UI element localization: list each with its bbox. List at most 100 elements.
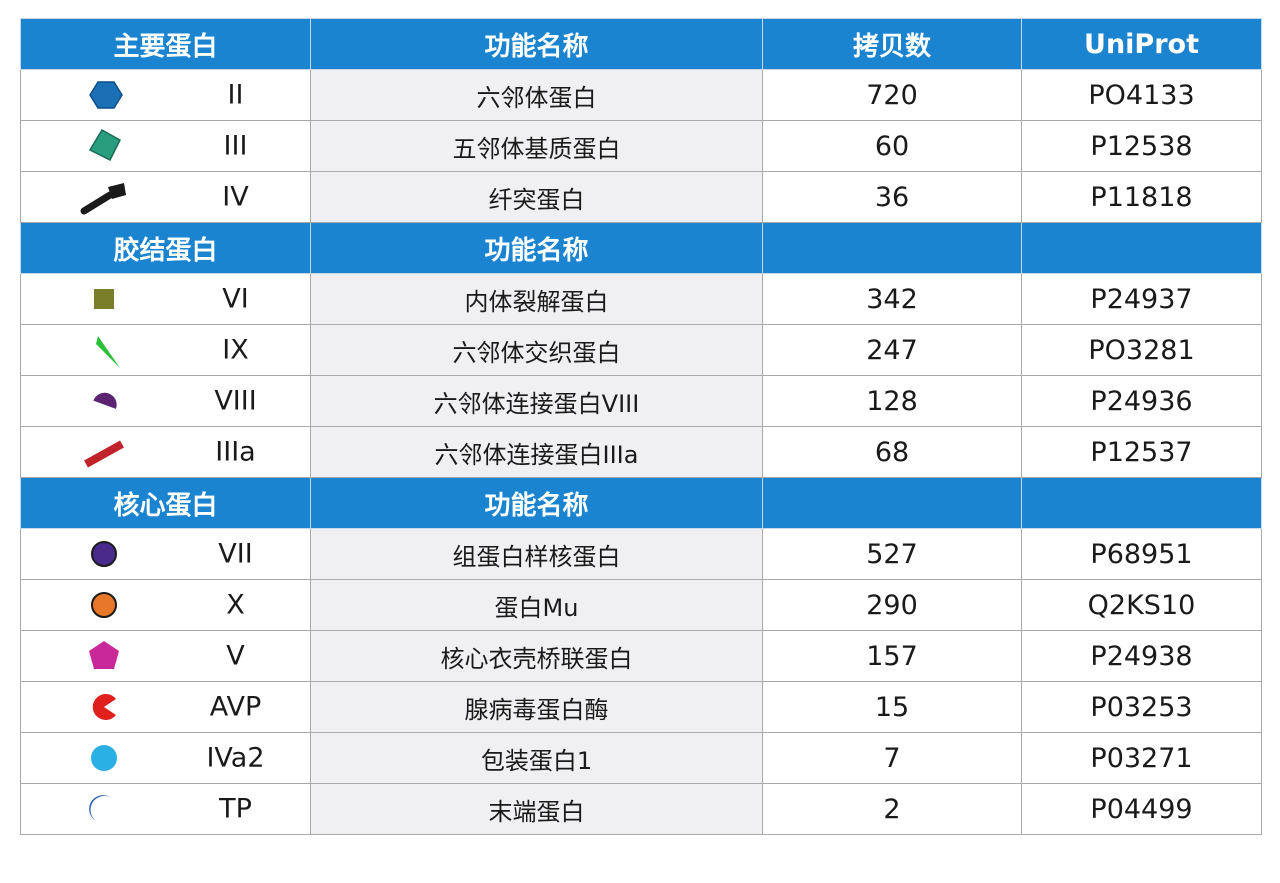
uniprot-id: P03271 — [1021, 732, 1262, 784]
crescent-icon — [89, 795, 110, 821]
protein-label: VI — [222, 283, 249, 315]
pacman-icon — [92, 694, 116, 720]
table-row: VIII 六邻体连接蛋白VIII 128 P24936 — [20, 375, 1262, 427]
function-name: 末端蛋白 — [310, 783, 763, 835]
copy-number: 68 — [762, 426, 1022, 478]
function-name: 六邻体连接蛋白VIII — [310, 375, 763, 427]
table-row: VII 组蛋白样核蛋白 527 P68951 — [20, 528, 1262, 580]
copies-header — [762, 477, 1022, 529]
protein-label: III — [223, 130, 248, 162]
uniprot-id: PO4133 — [1021, 69, 1262, 121]
function-name: 六邻体蛋白 — [310, 69, 763, 121]
protein-label: VII — [218, 538, 253, 570]
uniprot-id: P04499 — [1021, 783, 1262, 835]
function-name: 六邻体连接蛋白IIIa — [310, 426, 763, 478]
function-header: 功能名称 — [310, 222, 763, 274]
rod-icon — [84, 440, 124, 468]
protein-label: IVa2 — [206, 742, 265, 774]
copy-number: 128 — [762, 375, 1022, 427]
table-row: TP 末端蛋白 2 P04499 — [20, 783, 1262, 835]
uniprot-id: P03253 — [1021, 681, 1262, 733]
copy-number: 527 — [762, 528, 1022, 580]
copies-header: 拷贝数 — [762, 18, 1022, 70]
copy-number: 60 — [762, 120, 1022, 172]
table-row: IX 六邻体交织蛋白 247 PO3281 — [20, 324, 1262, 376]
protein-label: II — [227, 79, 244, 111]
circle-icon — [91, 541, 117, 567]
protein-table: 主要蛋白 功能名称 拷贝数 UniProt II 六邻体蛋白 720 PO4133 III 五邻体… — [20, 18, 1262, 835]
function-name: 核心衣壳桥联蛋白 — [310, 630, 763, 682]
uniprot-id: PO3281 — [1021, 324, 1262, 376]
square-icon — [94, 289, 114, 309]
protein-cell: II — [20, 69, 311, 121]
pentagon-icon — [89, 641, 119, 669]
section-header-row: 主要蛋白 功能名称 拷贝数 UniProt — [20, 18, 1262, 70]
copies-header — [762, 222, 1022, 274]
copy-number: 7 — [762, 732, 1022, 784]
protein-label: IV — [222, 181, 249, 213]
copy-number: 290 — [762, 579, 1022, 631]
copy-number: 342 — [762, 273, 1022, 325]
uniprot-id: P12537 — [1021, 426, 1262, 478]
table-row: IV 纤突蛋白 36 P11818 — [20, 171, 1262, 223]
table-row: IIIa 六邻体连接蛋白IIIa 68 P12537 — [20, 426, 1262, 478]
copy-number: 720 — [762, 69, 1022, 121]
copy-number: 15 — [762, 681, 1022, 733]
copy-number: 2 — [762, 783, 1022, 835]
protein-cell: III — [20, 120, 311, 172]
protein-label: VIII — [214, 385, 257, 417]
copy-number: 36 — [762, 171, 1022, 223]
uniprot-header — [1021, 222, 1262, 274]
uniprot-id: P24937 — [1021, 273, 1262, 325]
fiber-icon — [80, 183, 126, 215]
protein-label: X — [226, 589, 245, 621]
copy-number: 157 — [762, 630, 1022, 682]
wedge-icon — [96, 336, 120, 368]
function-name: 五邻体基质蛋白 — [310, 120, 763, 172]
uniprot-id: P24936 — [1021, 375, 1262, 427]
function-name: 六邻体交织蛋白 — [310, 324, 763, 376]
protein-label: AVP — [209, 691, 262, 723]
section-title: 胶结蛋白 — [20, 222, 311, 274]
protein-label: TP — [219, 793, 252, 825]
protein-cell: AVP — [20, 681, 311, 733]
protein-cell: IIIa — [20, 426, 311, 478]
function-header: 功能名称 — [310, 18, 763, 70]
protein-cell: IX — [20, 324, 311, 376]
table-row: X 蛋白Mu 290 Q2KS10 — [20, 579, 1262, 631]
uniprot-id: P12538 — [1021, 120, 1262, 172]
function-name: 蛋白Mu — [310, 579, 763, 631]
protein-cell: IVa2 — [20, 732, 311, 784]
ring-icon — [91, 592, 117, 618]
function-name: 腺病毒蛋白酶 — [310, 681, 763, 733]
hexagon-icon — [89, 81, 123, 109]
copy-number: 247 — [762, 324, 1022, 376]
protein-label: V — [226, 640, 245, 672]
protein-label: IX — [222, 334, 249, 366]
table-row: VI 内体裂解蛋白 342 P24937 — [20, 273, 1262, 325]
table-row: II 六邻体蛋白 720 PO4133 — [20, 69, 1262, 121]
table-row: III 五邻体基质蛋白 60 P12538 — [20, 120, 1262, 172]
section-title: 主要蛋白 — [20, 18, 311, 70]
table-row: V 核心衣壳桥联蛋白 157 P24938 — [20, 630, 1262, 682]
protein-label: IIIa — [215, 436, 256, 468]
function-name: 包装蛋白1 — [310, 732, 763, 784]
uniprot-id: P68951 — [1021, 528, 1262, 580]
function-header: 功能名称 — [310, 477, 763, 529]
protein-cell: TP — [20, 783, 311, 835]
uniprot-id: P11818 — [1021, 171, 1262, 223]
half-circle-icon — [93, 392, 117, 409]
protein-cell: VI — [20, 273, 311, 325]
function-name: 内体裂解蛋白 — [310, 273, 763, 325]
protein-cell: IV — [20, 171, 311, 223]
uniprot-id: P24938 — [1021, 630, 1262, 682]
table-row: IVa2 包装蛋白1 7 P03271 — [20, 732, 1262, 784]
table-row: AVP 腺病毒蛋白酶 15 P03253 — [20, 681, 1262, 733]
uniprot-header — [1021, 477, 1262, 529]
function-name: 纤突蛋白 — [310, 171, 763, 223]
diamond-icon — [88, 128, 121, 162]
protein-cell: V — [20, 630, 311, 682]
protein-cell: X — [20, 579, 311, 631]
light-circle-icon — [91, 745, 117, 771]
section-header-row: 胶结蛋白 功能名称 — [20, 222, 1262, 274]
